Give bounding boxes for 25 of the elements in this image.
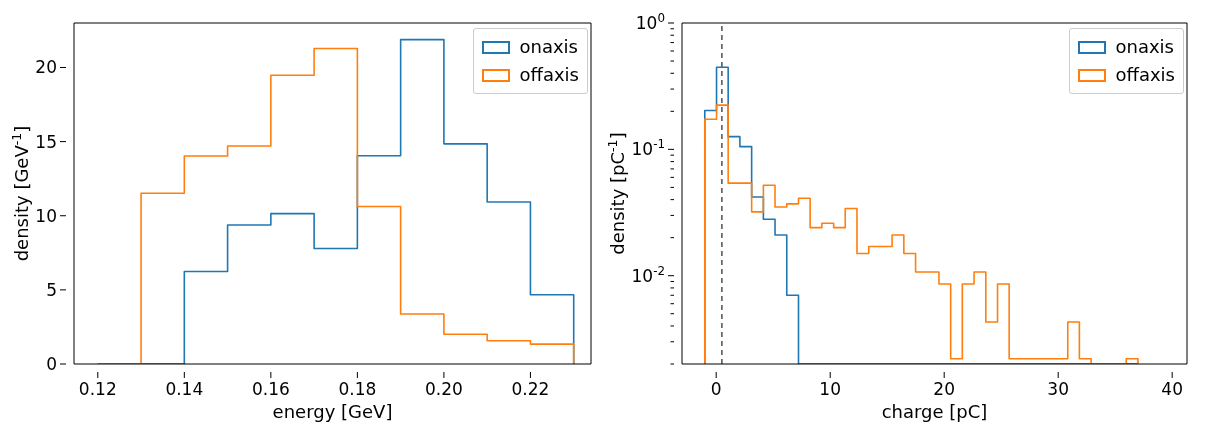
y-tick-label: 5	[46, 279, 57, 300]
x-axis-title: charge [pC]	[881, 401, 988, 422]
y-tick-label: 10	[35, 205, 57, 226]
x-tick-label: 0.18	[338, 379, 377, 399]
x-tick-label: 0.16	[251, 379, 290, 399]
legend-label: onaxis	[519, 35, 578, 59]
x-tick-label: 0	[710, 379, 722, 399]
x-tick-label: 0.22	[511, 379, 550, 399]
x-axis-title: energy [GeV]	[272, 401, 393, 422]
y-tick-label: 15	[35, 131, 57, 152]
legend-label: onaxis	[1115, 35, 1174, 59]
x-tick-label: 0.14	[165, 379, 204, 399]
x-tick-label: 10	[819, 379, 842, 399]
legend-label: offaxis	[1115, 63, 1175, 87]
x-tick-label: 0.20	[424, 379, 463, 399]
y-tick-label: 20	[35, 57, 57, 78]
y-tick-label: 10$^{-1}$	[631, 137, 665, 160]
x-tick-label: 40	[1161, 379, 1183, 399]
y-tick-label: 10$^{-2}$	[631, 263, 665, 286]
y-tick-label: 10$^{0}$	[635, 10, 665, 33]
x-tick-label: 30	[1047, 379, 1070, 399]
y-tick-label: 0	[46, 353, 57, 374]
x-tick-label: 0.12	[78, 379, 117, 399]
legend-label: offaxis	[519, 63, 579, 87]
x-tick-label: 20	[933, 379, 956, 399]
